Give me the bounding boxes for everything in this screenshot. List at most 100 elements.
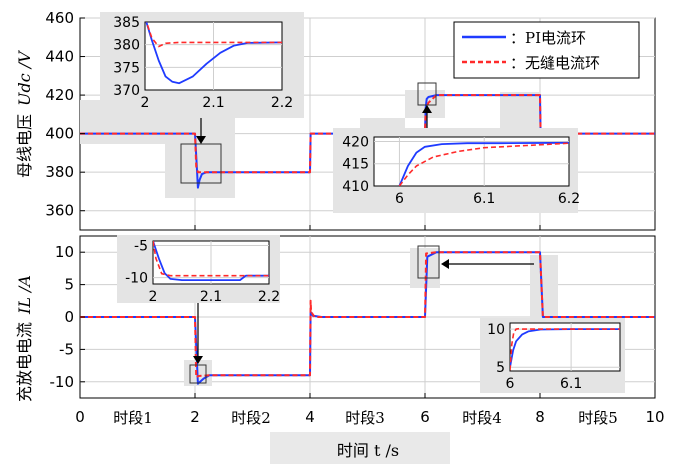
inset-ytick-label: 10 (487, 322, 505, 338)
inset-current-rise: 6 6.1 5 10 (480, 318, 625, 393)
segment-label: 时段5 (578, 409, 618, 427)
inset-series (153, 241, 269, 282)
inset-xtick-label: 6.2 (558, 191, 580, 207)
zoom-box-bottom-right (417, 245, 440, 279)
inset-series-seamless (510, 327, 620, 371)
current-lines (80, 251, 655, 385)
current-series-seamless (80, 251, 655, 379)
inset-ytick-label: 380 (113, 38, 140, 54)
current-ytick-label: 10 (55, 243, 74, 261)
inset-series (510, 327, 620, 371)
voltage-ytick-label: 440 (45, 48, 74, 66)
inset-ytick-label: 420 (342, 134, 369, 150)
current-ytick-label: -10 (50, 373, 75, 391)
inset-axes (509, 322, 621, 372)
inset-ytick-label: 385 (113, 15, 140, 31)
inset-grid (153, 241, 269, 284)
current-ytick-label: 0 (64, 308, 74, 326)
inset-ytick-label: 375 (113, 60, 140, 76)
current-xtick-label: 4 (305, 408, 315, 426)
inset-ytick-label: 370 (113, 83, 140, 99)
current-xticks: 0 2 4 6 8 10 (75, 393, 665, 426)
segment-label: 时段4 (462, 409, 502, 427)
voltage-panel: 360 380 400 420 440 460 2 2.1 2.2 370 375 380 385 6… (15, 9, 656, 231)
legend-label-seamless: ：无缝电流环 (510, 54, 600, 72)
shade-band (530, 255, 558, 325)
shade-band (165, 118, 235, 198)
voltage-ytick-label: 380 (45, 163, 74, 181)
legend-box (453, 21, 640, 79)
voltage-ylabel-main: 母线电压 (15, 114, 34, 178)
voltage-ytick-label: 400 (45, 125, 74, 143)
segment-label: 时段1 (113, 409, 153, 427)
current-xtick-label: 8 (535, 408, 545, 426)
current-ytick-label: -5 (59, 340, 74, 358)
inset-current-drop: 2 2.1 2.2 -10 -5 (117, 235, 280, 305)
inset-ytick-label: -5 (134, 238, 148, 254)
inset-xtick-label: 6.1 (473, 191, 495, 207)
inset-series-seamless (145, 22, 282, 48)
x-axis-label: 时间 t /s (337, 441, 399, 460)
current-panel: -10 -5 0 5 10 0 2 4 6 8 10 2 2.1 2.2 -10 -5 6 6.1 5 10 时… (15, 235, 665, 427)
inset-xtick-label: 2.2 (271, 95, 293, 111)
voltage-ytick-label: 420 (45, 86, 74, 104)
current-shades (184, 248, 558, 386)
segment-label: 时段3 (345, 409, 385, 427)
inset-series-seamless (153, 241, 269, 277)
voltage-ylabel-unit: Udc /V (15, 50, 34, 106)
current-ylabel-unit: IL /A (15, 275, 34, 315)
inset-xtick-label: 2 (149, 289, 158, 305)
inset-xtick-label: 2.1 (200, 289, 222, 305)
zoom-arrow-head (193, 356, 203, 364)
inset-series (398, 141, 569, 186)
inset-ytick-label: 5 (496, 360, 505, 376)
current-xtick-label: 2 (190, 408, 200, 426)
inset-grid (145, 22, 282, 90)
zoom-box-bottom-left (189, 364, 207, 384)
inset-series-seamless (398, 142, 569, 186)
inset-voltage-drop: 2 2.1 2.2 370 375 380 385 (100, 12, 304, 118)
voltage-yticks: 360 380 400 420 440 460 (45, 9, 85, 220)
inset-voltage-rise: 6 6.1 6.2 410 415 420 (333, 128, 580, 213)
inset-ytick-label: -10 (125, 271, 148, 287)
zoom-arrow-head (441, 259, 449, 269)
segment-label: 时段2 (231, 409, 271, 427)
inset-series-pi (153, 241, 269, 282)
inset-ticks: 6 6.1 6.2 410 415 420 (342, 134, 580, 207)
voltage-xticks (79, 225, 656, 230)
legend: ：PI电流环 ：无缝电流环 (453, 21, 640, 79)
segment-labels: 时段1 时段2 时段3 时段4 时段5 (113, 409, 618, 427)
xlabel-background (270, 432, 450, 464)
inset-series-pi (145, 22, 282, 85)
current-ylabel: 充放电电流 IL /A (15, 275, 34, 402)
zoom-arrow-head (422, 105, 432, 113)
current-yticks: -10 -5 0 5 10 (50, 243, 85, 391)
inset-lines (398, 141, 569, 186)
inset-lines (510, 327, 620, 371)
current-xtick-label: 0 (75, 408, 85, 426)
inset-lines (145, 22, 282, 85)
inset-series (145, 22, 282, 85)
inset-xtick-label: 6.1 (560, 376, 582, 392)
voltage-ytick-label: 460 (45, 9, 74, 27)
current-xtick-label: 6 (420, 408, 430, 426)
inset-xtick-label: 6 (395, 191, 404, 207)
shade-band (500, 92, 540, 128)
inset-xtick-label: 2.1 (202, 95, 224, 111)
inset-grid (374, 137, 569, 186)
inset-ticks: 6 6.1 5 10 (487, 322, 582, 392)
voltage-ylabel: 母线电压 Udc /V (15, 50, 34, 178)
inset-ytick-label: 415 (342, 157, 369, 173)
inset-series-pi (398, 141, 569, 186)
current-xtick-label: 10 (645, 408, 664, 426)
current-ytick-label: 5 (64, 276, 74, 294)
zoom-arrow-head (196, 136, 206, 144)
inset-xtick-label: 2 (141, 95, 150, 111)
inset-xtick-label: 2.2 (258, 289, 280, 305)
current-ylabel-main: 充放电电流 (15, 322, 34, 402)
inset-ytick-label: 410 (342, 179, 369, 195)
inset-lines (153, 241, 269, 282)
inset-ticks: 2 2.1 2.2 370 375 380 385 (113, 15, 293, 111)
inset-ticks: 2 2.1 2.2 -10 -5 (125, 238, 280, 305)
